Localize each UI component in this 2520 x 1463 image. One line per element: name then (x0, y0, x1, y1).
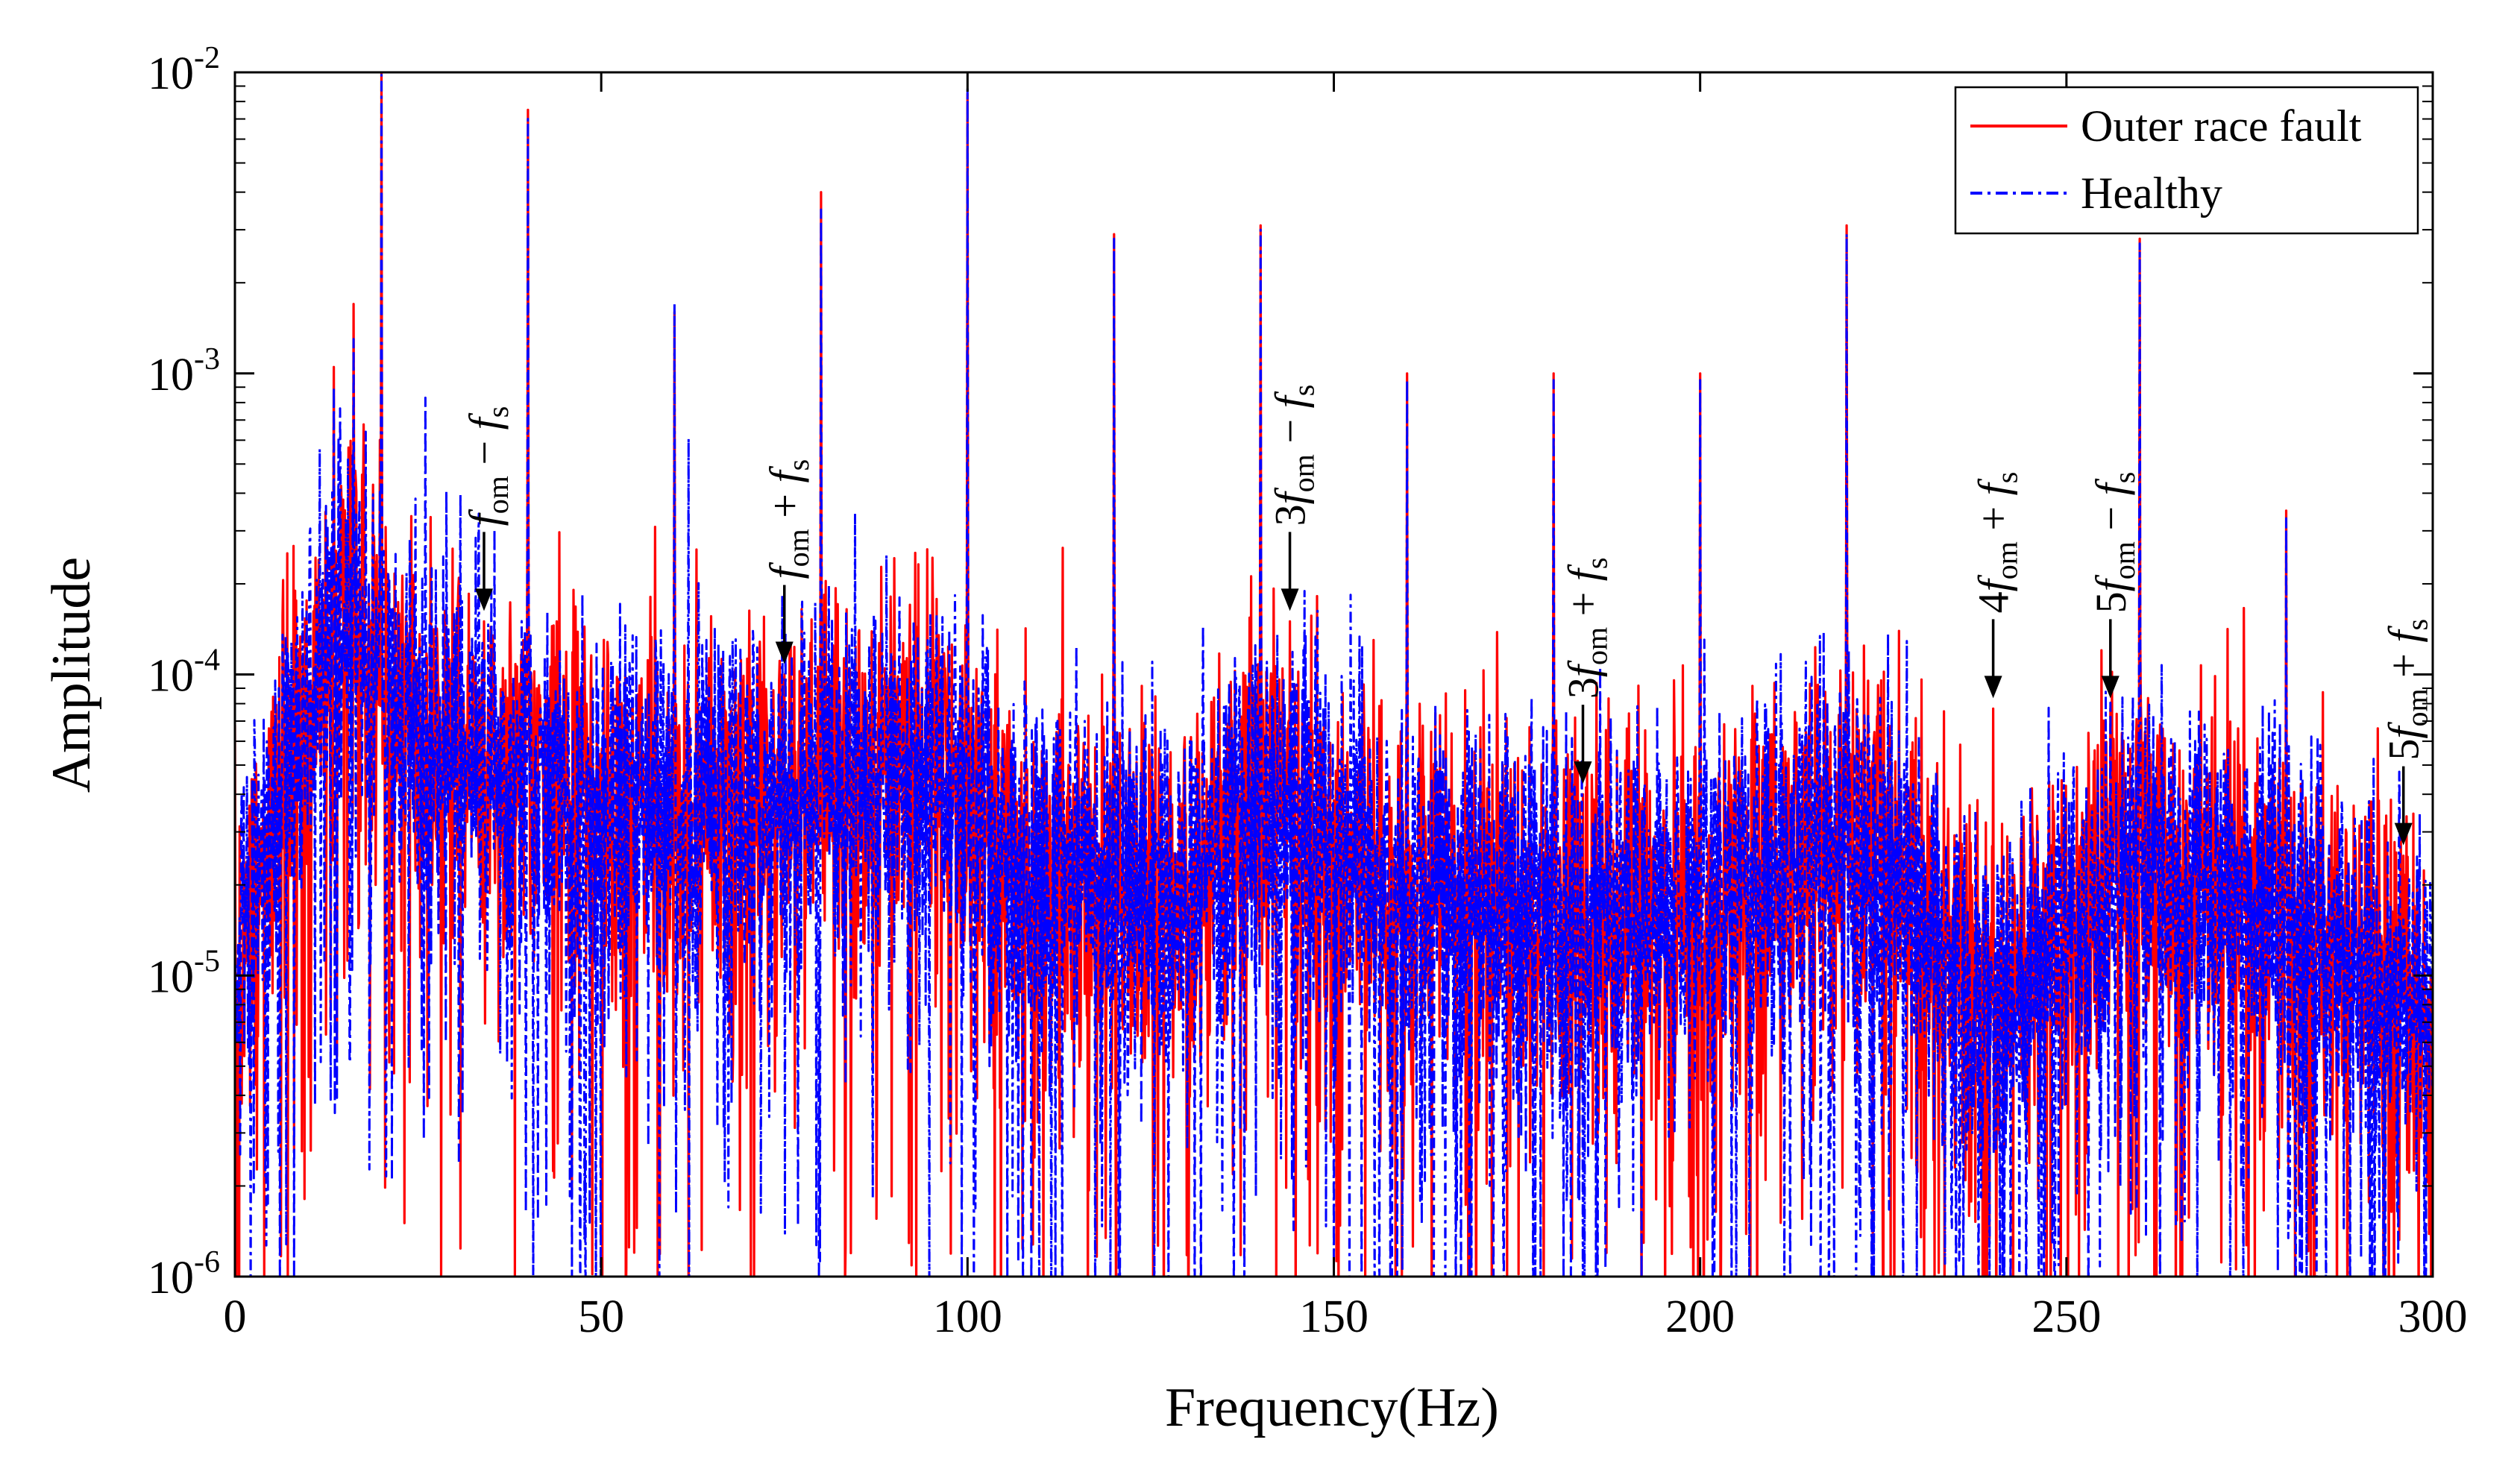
annotation-label: fom − fs (460, 406, 515, 526)
annotation-subscript-om: om (1287, 454, 1321, 492)
y-tick-exponent: -6 (194, 1245, 220, 1280)
y-tick-exponent: -5 (194, 944, 220, 978)
annotation-subscript-om: om (481, 476, 515, 514)
annotation: 5fom + fs (2380, 619, 2434, 846)
annotation-subscript-s: s (1580, 557, 1613, 569)
annotation-operator: + (761, 483, 809, 529)
x-tick-label: 150 (1299, 1291, 1369, 1342)
x-axis-title: Frequency(Hz) (1165, 1377, 1499, 1438)
annotation-arrow-head (1984, 676, 2002, 699)
annotation-label: 5fom − fs (2087, 472, 2141, 614)
annotation-operator: − (2087, 495, 2135, 541)
y-tick-base: 10 (148, 1253, 194, 1303)
y-tick-base: 10 (148, 651, 194, 702)
legend-box (1954, 86, 2419, 235)
annotation-operator: + (1559, 581, 1607, 627)
annotation-arrow-head (474, 588, 493, 611)
y-tick-label: 10-6 (148, 1245, 220, 1303)
annotation-coefficient: 3 (1559, 677, 1607, 699)
annotation-coefficient: 5 (2087, 591, 2135, 613)
legend-label: Healthy (2081, 169, 2222, 218)
annotation-coefficient: 5 (2380, 739, 2428, 761)
annotation: 3fom − fs (1266, 385, 1321, 611)
legend: Outer race fault Healthy (1954, 86, 2419, 235)
annotation: fom + fs (761, 459, 815, 664)
y-axis-title: Amplitude (41, 557, 102, 793)
series-line-healthy (235, 74, 2433, 1277)
annotation-subscript-om: om (2108, 541, 2141, 579)
annotation-subscript-om: om (1990, 541, 2024, 579)
annotation-subscript-s: s (1287, 385, 1321, 397)
y-tick-label: 10-3 (148, 342, 220, 400)
annotation-coefficient: 4 (1970, 591, 2018, 613)
x-tick-label: 200 (1665, 1291, 1735, 1342)
annotation-subscript-s: s (2108, 472, 2141, 484)
annotation-subscript-s: s (782, 459, 815, 471)
y-tick-label: 10-5 (148, 944, 220, 1002)
annotation-coefficient: 3 (1266, 504, 1315, 526)
annotation-arrow-head (2101, 676, 2120, 699)
annotation-subscript-s: s (481, 406, 515, 418)
annotation-subscript-om: om (782, 529, 815, 567)
annotation-label: fom + fs (761, 459, 815, 579)
annotation-arrow-head (1574, 761, 1592, 784)
annotation: 4fom + fs (1970, 472, 2024, 699)
annotation-subscript-s: s (2401, 619, 2434, 631)
y-tick-base: 10 (148, 350, 194, 400)
annotations-layer: fom − fs fom + fs 3fom − fs 3fom + fs 4fom +… (460, 385, 2434, 846)
annotation: 5fom − fs (2087, 472, 2141, 699)
x-tick-label: 0 (224, 1291, 247, 1342)
annotation-arrow-head (2394, 822, 2413, 846)
annotation-label: 3fom + fs (1559, 557, 1613, 699)
x-tick-label: 250 (2032, 1291, 2101, 1342)
annotation-label: 4fom + fs (1970, 472, 2024, 614)
annotation: 3fom + fs (1559, 557, 1613, 784)
annotation-label: 3fom − fs (1266, 385, 1321, 526)
annotation-operator: − (1266, 408, 1315, 454)
y-tick-exponent: -4 (194, 644, 220, 678)
annotation-arrow-head (1281, 588, 1299, 611)
annotation-operator: + (2380, 643, 2428, 689)
y-tick-base: 10 (148, 951, 194, 1002)
annotation-subscript-s: s (1990, 472, 2024, 484)
annotation-operator: + (1970, 495, 2018, 541)
x-tick-label: 100 (933, 1291, 1002, 1342)
annotation: fom − fs (460, 406, 515, 611)
x-tick-label: 50 (578, 1291, 624, 1342)
series-layer (235, 72, 2433, 1277)
annotation-subscript-om: om (1580, 627, 1613, 665)
y-tick-label: 10-4 (148, 644, 220, 702)
y-tick-exponent: -3 (194, 342, 220, 377)
x-tick-label: 300 (2398, 1291, 2468, 1342)
annotation-arrow-head (775, 641, 794, 664)
annotation-operator: − (460, 430, 509, 476)
y-tick-base: 10 (148, 48, 194, 99)
y-tick-exponent: -2 (194, 41, 220, 75)
legend-label: Outer race fault (2081, 101, 2362, 151)
annotation-label: 5fom + fs (2380, 619, 2434, 761)
y-tick-label: 10-2 (148, 41, 220, 99)
annotation-subscript-om: om (2401, 688, 2434, 726)
